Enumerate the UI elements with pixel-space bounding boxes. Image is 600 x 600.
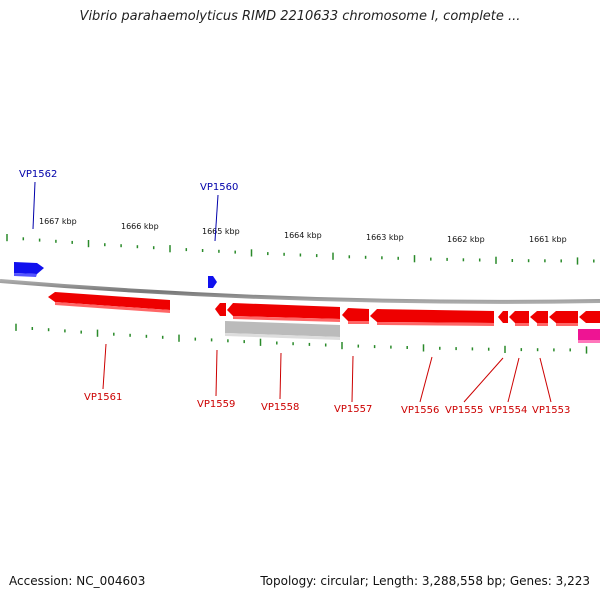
gene-label-VP1560[interactable]: VP1560 [200,182,238,193]
gene-label-VP1553[interactable]: VP1553 [532,405,570,416]
gene-feature-red-edge-1 [549,311,578,326]
connector-VP1553 [539,357,552,403]
gene-feature-VP1557[interactable] [342,308,369,324]
gene-label-VP1562[interactable]: VP1562 [19,169,57,180]
gene-label-VP1556[interactable]: VP1556 [401,405,439,416]
topology-summary: Topology: circular; Length: 3,288,558 bp… [260,574,590,588]
gene-feature-VP1555[interactable] [498,311,508,323]
connector-VP1558 [279,352,282,400]
gene-feature-red-edge-2 [579,311,600,323]
kbp-label-1664: 1664 kbp [284,231,322,240]
gene-label-VP1554[interactable]: VP1554 [489,405,527,416]
gene-label-VP1557[interactable]: VP1557 [334,404,372,415]
gene-feature-VP1554[interactable] [509,311,529,326]
gene-label-VP1561[interactable]: VP1561 [84,392,122,403]
gene-feature-VP1558[interactable] [227,303,340,322]
gene-feature-VP1559[interactable] [215,303,226,316]
connector-VP1561 [102,343,107,390]
connector-VP1560 [214,194,219,242]
kbp-label-1665: 1665 kbp [202,227,240,236]
map-title: Vibrio parahaemolyticus RIMD 2210633 chr… [79,9,521,24]
gene-label-VP1558[interactable]: VP1558 [261,402,299,413]
connector-VP1555 [463,357,504,403]
gene-feature-VP1553[interactable] [530,311,548,326]
accession-text: Accession: NC_004603 [9,574,146,588]
gene-feature-VP1560[interactable] [208,276,217,288]
label-connectors [32,181,552,403]
gene-label-VP1555[interactable]: VP1555 [445,405,483,416]
gene-label-VP1559[interactable]: VP1559 [197,399,235,410]
kbp-label-1662: 1662 kbp [447,235,485,244]
connector-VP1562 [32,181,36,230]
gene-feature-VP1556[interactable] [370,309,494,326]
connector-VP1556 [419,356,433,403]
gene-feature-grey [225,321,340,340]
kbp-label-1667: 1667 kbp [39,217,77,226]
scale-ticks-bottom [15,323,588,354]
gene-feature-pink [578,329,600,343]
gene-feature-VP1562[interactable] [14,262,44,277]
kbp-label-1666: 1666 kbp [121,222,159,231]
kbp-label-1661: 1661 kbp [529,235,567,244]
connector-VP1554 [507,357,520,403]
scale-ticks-top [6,234,595,265]
chromosome-backbone [0,279,600,304]
kbp-label-1663: 1663 kbp [366,233,404,242]
connector-VP1559 [215,349,218,397]
connector-VP1557 [351,355,354,403]
gene-feature-VP1561[interactable] [48,292,170,313]
